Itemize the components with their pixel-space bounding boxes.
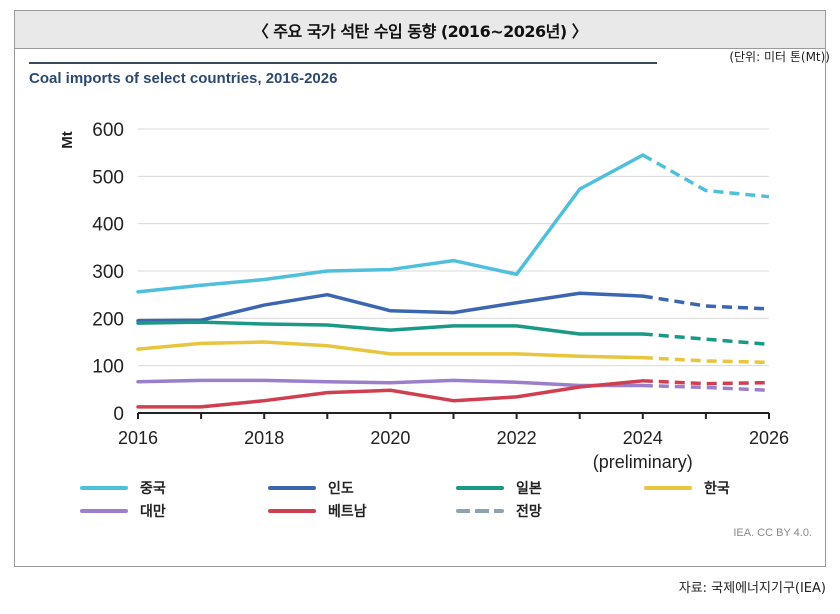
- legend-label: 대만: [140, 504, 166, 520]
- legend-item-forecast: 전망: [456, 501, 542, 521]
- legend-item: 베트남: [268, 501, 367, 521]
- series-line-베트남: [136, 379, 645, 409]
- legend-label: 중국: [140, 481, 166, 497]
- y-tick-label: 200: [92, 309, 124, 330]
- legend-item: 대만: [80, 501, 166, 521]
- series-forecast-일본: [642, 332, 770, 347]
- series-line-일본: [136, 320, 645, 336]
- x-tick-label: 2016: [118, 428, 158, 448]
- x-tick-label: 2024: [623, 428, 663, 448]
- series-line-대만: [136, 378, 645, 388]
- x-tick-label: 2018: [244, 428, 284, 448]
- x-tick-label: 2022: [497, 428, 537, 448]
- title-rule: [29, 62, 657, 64]
- x-tick-label: 2020: [370, 428, 410, 448]
- series-forecast-중국: [641, 153, 770, 199]
- source-text: 자료: 국제에너지기구(IEA): [678, 581, 826, 596]
- unit-label: (단위: 미터 톤(Mt)): [729, 50, 830, 64]
- legend-swatch: [644, 486, 692, 490]
- y-tick-label: 0: [113, 404, 124, 425]
- legend-label: 베트남: [328, 504, 367, 520]
- legend-label: 일본: [516, 481, 542, 497]
- legend-swatch: [268, 486, 316, 490]
- y-axis-label: Mt: [59, 131, 76, 149]
- legend-item: 일본: [456, 478, 542, 498]
- credit-text: IEA. CC BY 4.0.: [733, 527, 812, 539]
- legend-label: 인도: [328, 481, 354, 497]
- legend-swatch-dashed: [456, 509, 504, 513]
- y-tick-label: 500: [92, 167, 124, 188]
- series-line-인도: [136, 291, 645, 323]
- y-tick-label: 600: [92, 120, 124, 141]
- legend-swatch: [80, 509, 128, 513]
- legend-label: 전망: [516, 504, 542, 520]
- y-tick-label: 100: [92, 357, 124, 378]
- y-tick-label: 300: [92, 262, 124, 283]
- legend-swatch: [268, 509, 316, 513]
- chart-frame: 〈 주요 국가 석탄 수입 동향 (2016~2026년) 〉: [14, 10, 826, 567]
- series-forecast-한국: [642, 355, 770, 365]
- legend-swatch: [456, 486, 504, 490]
- series-line-한국: [136, 340, 645, 360]
- chart-title: Coal imports of select countries, 2016-2…: [29, 70, 338, 87]
- series-forecast-베트남: [642, 379, 770, 386]
- legend-label: 한국: [704, 481, 730, 497]
- x-tick-label: 2026: [749, 428, 789, 448]
- page-title: 〈 주요 국가 석탄 수입 동향 (2016~2026년) 〉: [15, 11, 825, 49]
- series-forecast-인도: [642, 294, 770, 311]
- series-line-중국: [136, 153, 645, 294]
- y-tick-label: 400: [92, 215, 124, 236]
- series-forecast-대만: [642, 383, 770, 393]
- x-annotation: (preliminary): [593, 452, 693, 472]
- legend-item: 중국: [80, 478, 166, 498]
- legend-item: 한국: [644, 478, 730, 498]
- legend-item: 인도: [268, 478, 354, 498]
- legend-swatch: [80, 486, 128, 490]
